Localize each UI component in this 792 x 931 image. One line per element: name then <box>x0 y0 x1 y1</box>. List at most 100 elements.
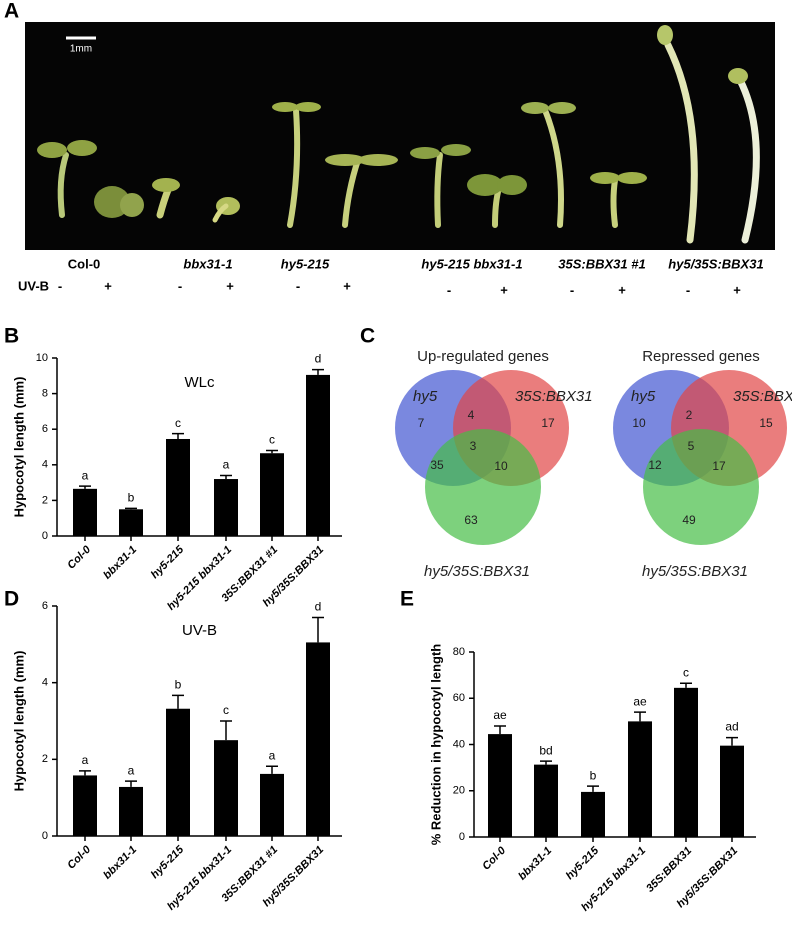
venn-count: 7 <box>418 416 425 430</box>
venn-set-label: hy5/35S:BBX31 <box>642 563 748 580</box>
significance-letter: ad <box>725 720 738 734</box>
genotype-label: 35S:BBX31 #1 <box>558 256 645 271</box>
significance-letter: c <box>269 433 275 447</box>
error-bar <box>220 474 232 480</box>
venn-count: 2 <box>686 408 693 422</box>
significance-letter: b <box>590 768 597 782</box>
treatment-sign: - <box>686 282 690 297</box>
y-tick-label: 40 <box>453 738 465 750</box>
venn-set-label: 35S:BBX31 <box>515 388 593 405</box>
bar <box>119 786 143 836</box>
treatment-label: UV-B <box>18 278 49 293</box>
venn-count: 15 <box>759 416 773 430</box>
y-axis-label: Hypocotyl length (mm) <box>11 377 26 518</box>
y-tick-label: 4 <box>42 459 48 471</box>
significance-letter: a <box>82 468 89 482</box>
bar <box>720 745 744 837</box>
scale-label: 1mm <box>70 44 92 55</box>
venn-count: 10 <box>494 459 508 473</box>
significance-letter: a <box>269 748 276 762</box>
genotype-label: bbx31-1 <box>183 256 232 271</box>
x-tick-label: Col-0 <box>65 543 94 572</box>
venn-set <box>643 429 759 545</box>
y-tick-label: 10 <box>36 352 48 364</box>
venn-count: 17 <box>712 459 726 473</box>
error-bar <box>634 711 646 722</box>
y-tick-label: 60 <box>453 692 465 704</box>
venn-count: 35 <box>430 458 444 472</box>
genotype-label: hy5-215 bbx31-1 <box>421 256 522 271</box>
x-tick-label: 35S:BBX31 <box>644 845 694 895</box>
error-bar <box>125 507 137 510</box>
venn-count: 4 <box>468 408 475 422</box>
significance-letter: d <box>315 352 322 366</box>
error-bar <box>312 616 324 643</box>
bar <box>674 687 698 837</box>
bar <box>214 479 238 536</box>
chart-title: UV-B <box>182 622 217 639</box>
venn-count: 5 <box>688 439 695 453</box>
bar <box>260 773 284 836</box>
x-tick-label: hy5-215 <box>149 543 187 581</box>
treatment-sign: + <box>618 282 626 297</box>
bar <box>628 721 652 837</box>
error-bar <box>540 760 552 765</box>
venn-count: 17 <box>541 416 555 430</box>
treatment-sign: + <box>343 278 351 293</box>
error-bar <box>726 736 738 746</box>
panel-label: B <box>4 325 19 348</box>
error-bar <box>125 780 137 787</box>
x-tick-label: Col-0 <box>65 843 94 872</box>
y-tick-label: 80 <box>453 646 465 658</box>
x-tick-label: hy5-215 <box>149 843 187 881</box>
bar <box>534 764 558 837</box>
bar <box>306 374 330 536</box>
error-bar <box>312 368 324 375</box>
panel-label: E <box>400 588 414 611</box>
bar <box>119 509 143 536</box>
treatment-sign: - <box>178 278 182 293</box>
significance-letter: bd <box>539 743 552 757</box>
bar <box>166 708 190 836</box>
x-tick-label: bbx31-1 <box>101 544 139 582</box>
y-tick-label: 0 <box>42 530 48 542</box>
venn-count: 63 <box>464 513 478 527</box>
x-tick-label: bbx31-1 <box>516 845 554 883</box>
significance-letter: a <box>82 753 89 767</box>
error-bar <box>172 432 184 439</box>
venn-title: Repressed genes <box>642 348 760 365</box>
y-tick-label: 0 <box>42 830 48 842</box>
treatment-sign: + <box>104 278 112 293</box>
venn-count: 10 <box>632 416 646 430</box>
error-bar <box>680 682 692 688</box>
y-tick-label: 6 <box>42 423 48 435</box>
bar <box>73 488 97 536</box>
venn-title: Up-regulated genes <box>417 348 549 365</box>
error-bar <box>266 449 278 454</box>
error-bar <box>172 694 184 709</box>
panel-label: D <box>4 588 19 611</box>
significance-letter: c <box>683 665 689 679</box>
treatment-sign: - <box>58 278 62 293</box>
x-tick-label: hy5-215 <box>564 844 602 882</box>
significance-letter: c <box>175 416 181 430</box>
bar <box>73 775 97 836</box>
panel-label: A <box>4 0 19 23</box>
significance-letter: b <box>128 491 135 505</box>
significance-letter: d <box>315 600 322 614</box>
significance-letter: a <box>223 458 230 472</box>
genotype-label: hy5-215 <box>281 256 330 271</box>
y-tick-label: 20 <box>453 785 465 797</box>
seedlings <box>37 25 760 244</box>
treatment-sign: + <box>226 278 234 293</box>
error-bar <box>220 720 232 741</box>
venn-set-label: hy5 <box>631 388 656 405</box>
genotype-label: Col-0 <box>68 256 101 271</box>
y-tick-label: 8 <box>42 388 48 400</box>
y-tick-label: 2 <box>42 494 48 506</box>
bar <box>166 438 190 536</box>
error-bar <box>494 725 506 735</box>
bar <box>488 734 512 837</box>
panel-label: C <box>360 325 375 348</box>
